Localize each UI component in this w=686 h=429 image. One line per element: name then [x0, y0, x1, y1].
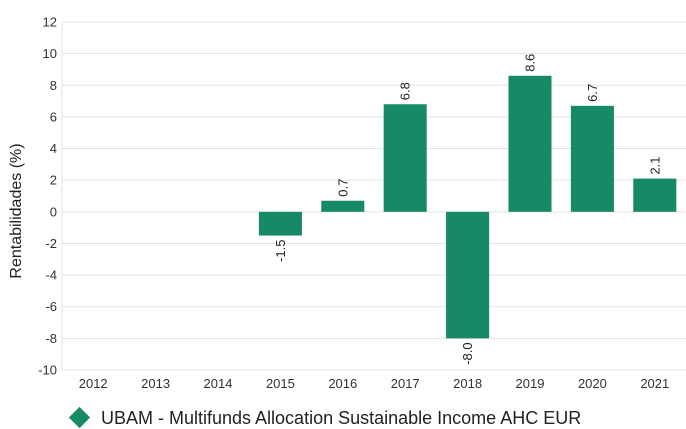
- legend: UBAM - Multifunds Allocation Sustainable…: [68, 406, 581, 429]
- bar: [570, 105, 614, 212]
- x-tick-label: 2017: [391, 376, 420, 391]
- y-tick-label: 6: [50, 109, 57, 124]
- y-tick-label: -10: [38, 363, 57, 378]
- y-tick-label: 8: [50, 78, 57, 93]
- bar: [258, 211, 302, 236]
- y-axis-title: Rentabilidades (%): [8, 143, 25, 278]
- x-tick-label: 2016: [328, 376, 357, 391]
- data-labels: -1.5 0.7 6.8 -8.0 8.6 6.7 2.1: [273, 54, 662, 365]
- y-tick-label: 10: [43, 46, 57, 61]
- y-tick-label: -2: [45, 236, 57, 251]
- x-axis-ticks: 2012 2013 2014 2015 2016 2017 2018 2019 2020 2021: [79, 376, 670, 391]
- bar: [321, 200, 365, 212]
- grid-lines: [61, 21, 686, 371]
- bar: [383, 104, 427, 212]
- y-tick-label: 0: [50, 204, 57, 219]
- y-tick-label: 12: [43, 15, 57, 30]
- bar: [446, 211, 490, 339]
- y-tick-label: 4: [50, 141, 57, 156]
- data-label: 0.7: [335, 179, 350, 197]
- bars: [258, 75, 677, 339]
- y-axis-ticks: 12 10 8 6 4 2 0 -2 -4 -6 -8 -10: [38, 15, 57, 378]
- legend-diamond-icon: [68, 406, 91, 429]
- data-label: 6.7: [585, 84, 600, 102]
- x-tick-label: 2021: [640, 376, 669, 391]
- x-tick-label: 2013: [141, 376, 170, 391]
- x-tick-label: 2020: [578, 376, 607, 391]
- data-label: 2.1: [647, 157, 662, 175]
- y-tick-label: -8: [45, 331, 57, 346]
- bar: [508, 75, 552, 212]
- x-tick-label: 2015: [266, 376, 295, 391]
- x-tick-label: 2012: [79, 376, 108, 391]
- bar: [633, 178, 677, 212]
- data-label: -8.0: [460, 342, 475, 364]
- y-tick-label: 2: [50, 173, 57, 188]
- x-tick-label: 2018: [453, 376, 482, 391]
- data-label: -1.5: [273, 240, 288, 262]
- data-label: 6.8: [398, 82, 413, 100]
- data-label: 8.6: [523, 54, 538, 72]
- x-tick-label: 2014: [204, 376, 233, 391]
- y-tick-label: -4: [45, 268, 57, 283]
- legend-series-label: UBAM - Multifunds Allocation Sustainable…: [101, 408, 581, 428]
- y-tick-label: -6: [45, 299, 57, 314]
- x-tick-label: 2019: [516, 376, 545, 391]
